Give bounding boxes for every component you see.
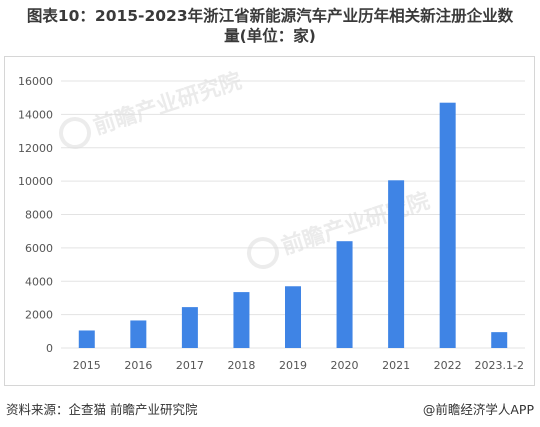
y-tick-label: 10000 <box>18 175 53 188</box>
bar-2022 <box>439 102 456 348</box>
bars <box>78 102 508 348</box>
bar-2023.1-2 <box>491 332 508 348</box>
y-tick-label: 6000 <box>25 242 53 255</box>
y-tick-label: 14000 <box>18 108 53 121</box>
chart-title-line2: 量(单位：家) <box>224 27 316 45</box>
x-tick-label: 2023.1-2 <box>474 359 523 372</box>
y-tick-label: 8000 <box>25 209 53 222</box>
chart-title: 图表10：2015-2023年浙江省新能源汽车产业历年相关新注册企业数 量(单位… <box>0 6 540 46</box>
bar-2019 <box>285 286 301 348</box>
source-note: 资料来源：企查猫 前瞻产业研究院 <box>6 402 198 417</box>
watermark-text-1: 前瞻产业研究院 <box>90 68 245 140</box>
x-tick-label: 2019 <box>279 359 307 372</box>
bar-2021 <box>388 180 405 348</box>
x-tick-label: 2018 <box>227 359 255 372</box>
y-axis-ticks: 0 2000 4000 6000 8000 10000 12000 14000 16000 <box>18 75 53 355</box>
x-tick-label: 2021 <box>382 359 410 372</box>
bar-2020 <box>336 241 353 348</box>
y-tick-label: 12000 <box>18 142 53 155</box>
x-tick-label: 2016 <box>124 359 152 372</box>
x-tick-label: 2015 <box>73 359 101 372</box>
chart-title-line1: 图表10：2015-2023年浙江省新能源汽车产业历年相关新注册企业数 <box>26 7 514 25</box>
y-tick-label: 4000 <box>25 275 53 288</box>
x-tick-label: 2022 <box>434 359 462 372</box>
grid-lines <box>61 80 525 349</box>
x-tick-label: 2020 <box>331 359 359 372</box>
watermark: 前瞻产业研究院 前瞻产业研究院 <box>59 68 433 269</box>
x-axis-ticks: 2015 2016 2017 2018 2019 2020 2021 2022 2023.1-2 <box>73 359 524 372</box>
chart-frame: 前瞻产业研究院 前瞻产业研究院 0 2000 4000 6000 8000 10000 12… <box>4 56 535 386</box>
y-tick-label: 0 <box>46 342 53 355</box>
y-tick-label: 16000 <box>18 75 53 88</box>
y-tick-label: 2000 <box>25 309 53 322</box>
bar-2017 <box>181 307 198 348</box>
watermark-text-2: 前瞻产业研究院 <box>278 188 433 260</box>
bar-2016 <box>130 320 147 348</box>
bar-2015 <box>78 330 95 348</box>
x-tick-label: 2017 <box>176 359 204 372</box>
bar-chart: 前瞻产业研究院 前瞻产业研究院 0 2000 4000 6000 8000 10000 12… <box>18 68 525 372</box>
bar-2018 <box>233 292 250 348</box>
brand-note: @前瞻经济学人APP <box>422 402 534 417</box>
